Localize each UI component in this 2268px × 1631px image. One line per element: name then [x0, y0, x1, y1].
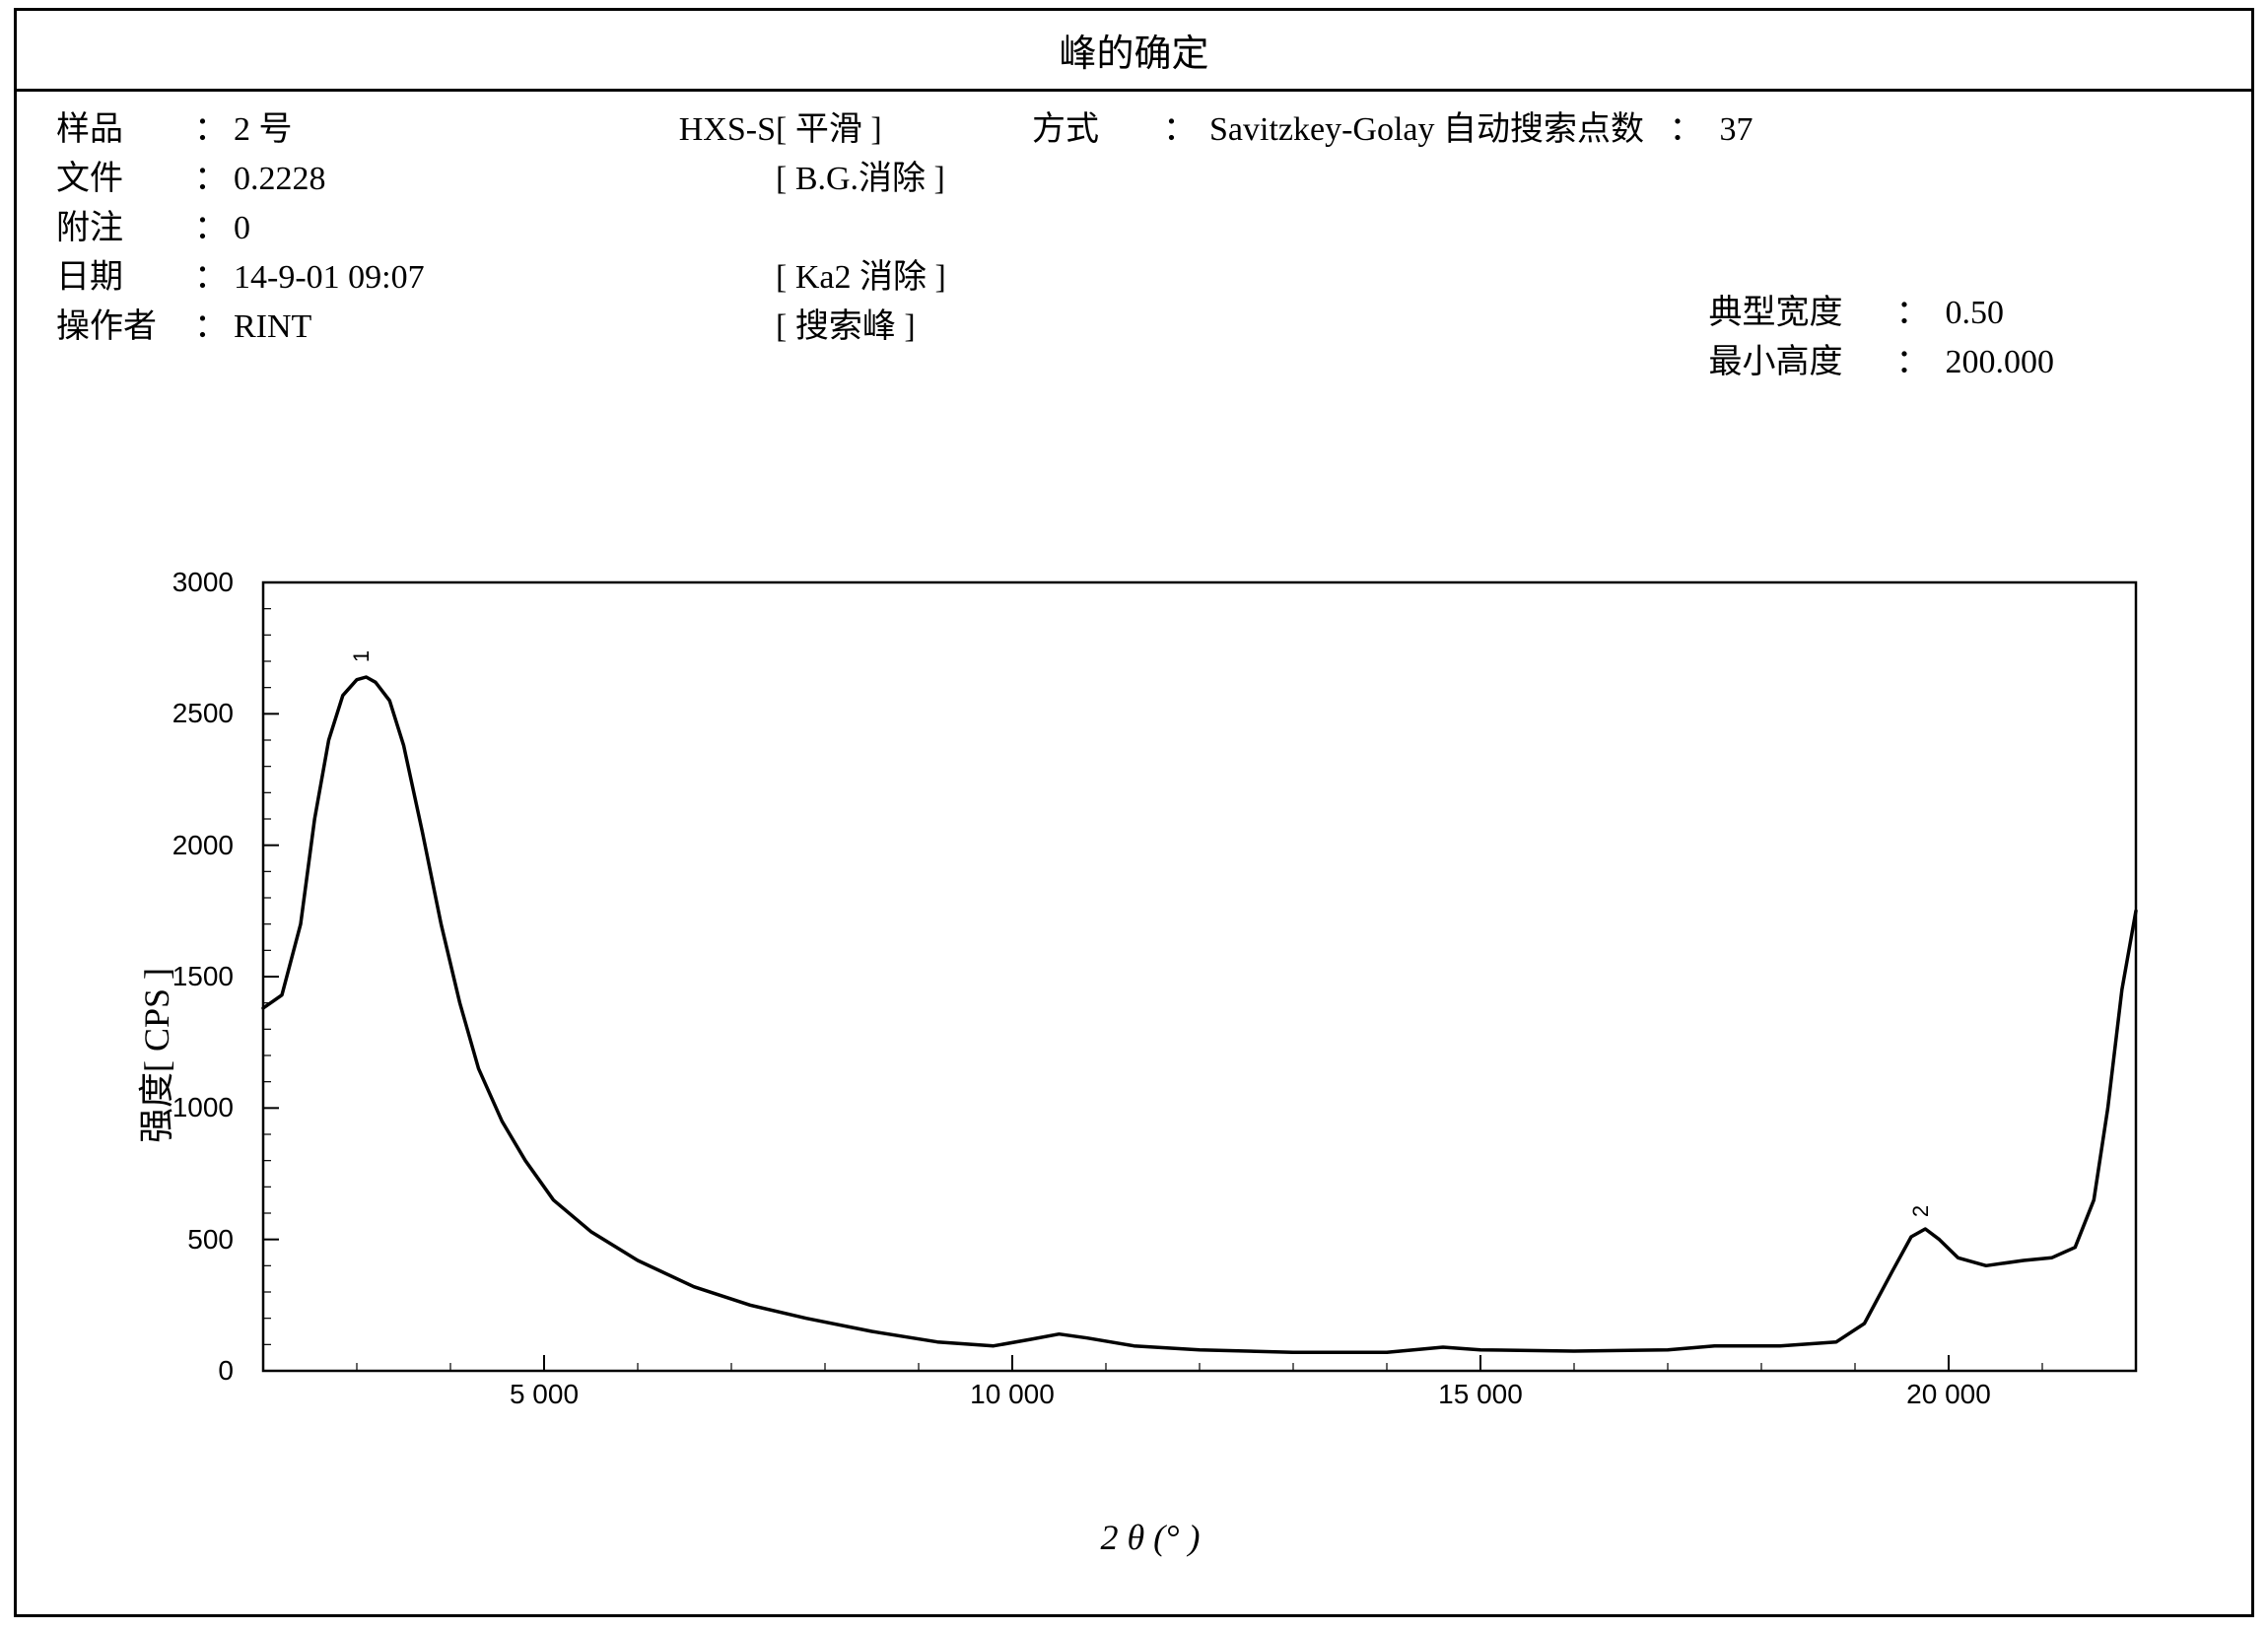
note-value: 0 [234, 204, 608, 253]
typical-width-label: 典型宽度 [1709, 289, 1896, 338]
y-tick-label: 500 [135, 1224, 234, 1256]
sample-value: 2 号 [234, 105, 608, 155]
y-tick-label: 2500 [135, 698, 234, 729]
hxs-prefix: HXS-S [608, 105, 776, 155]
operator-label: 操作者 [56, 303, 184, 352]
method-value: Savitzkey-Golay 自动搜索点数 [1209, 111, 1644, 148]
y-tick-label: 3000 [135, 567, 234, 598]
min-height-label: 最小高度 [1709, 338, 1896, 387]
bracket-bg: [ B.G.消除 ] [776, 155, 1032, 204]
y-tick-label: 0 [135, 1355, 234, 1387]
note-label: 附注 [56, 204, 184, 253]
typical-width-value: 0.50 [1946, 289, 2005, 338]
sample-label: 样品 [56, 105, 184, 155]
method-label: 方式 [1032, 105, 1150, 155]
min-height-value: 200.000 [1946, 338, 2055, 387]
method-points: 37 [1720, 111, 1753, 148]
bracket-search: [ 搜索峰 ] [776, 303, 1032, 352]
peak-label: 2 [1908, 1205, 1934, 1217]
x-tick-label: 5 000 [485, 1379, 603, 1410]
y-tick-label: 2000 [135, 830, 234, 861]
metadata-block: 样品 ： 2 号 HXS-S [ 平滑 ] 方式 ： Savitzkey-Gol… [17, 92, 2251, 352]
bracket-ka2: [ Ka2 消除 ] [776, 253, 1032, 303]
xrd-chart: 强度[ CPS ] 050010001500200025003000 5 000… [125, 563, 2175, 1548]
x-tick-label: 20 000 [1890, 1379, 2008, 1410]
file-value: 0.2228 [234, 155, 608, 204]
date-value: 14-9-01 09:07 [234, 253, 608, 303]
y-tick-label: 1000 [135, 1092, 234, 1123]
bracket-smooth: [ 平滑 ] [776, 105, 1032, 155]
x-axis-label: 2 θ (° ) [1100, 1517, 1200, 1558]
report-title: 峰的确定 [17, 11, 2251, 89]
x-tick-label: 15 000 [1421, 1379, 1540, 1410]
x-tick-label: 10 000 [953, 1379, 1071, 1410]
peak-label: 1 [349, 650, 375, 662]
operator-value: RINT [234, 303, 608, 352]
y-tick-label: 1500 [135, 961, 234, 992]
right-params: 典型宽度 ： 0.50 最小高度 ： 200.000 [1709, 289, 2055, 387]
chart-svg [243, 563, 2156, 1450]
report-frame: 峰的确定 样品 ： 2 号 HXS-S [ 平滑 ] 方式 ： Savitzke… [14, 8, 2254, 1617]
date-label: 日期 [56, 253, 184, 303]
file-label: 文件 [56, 155, 184, 204]
